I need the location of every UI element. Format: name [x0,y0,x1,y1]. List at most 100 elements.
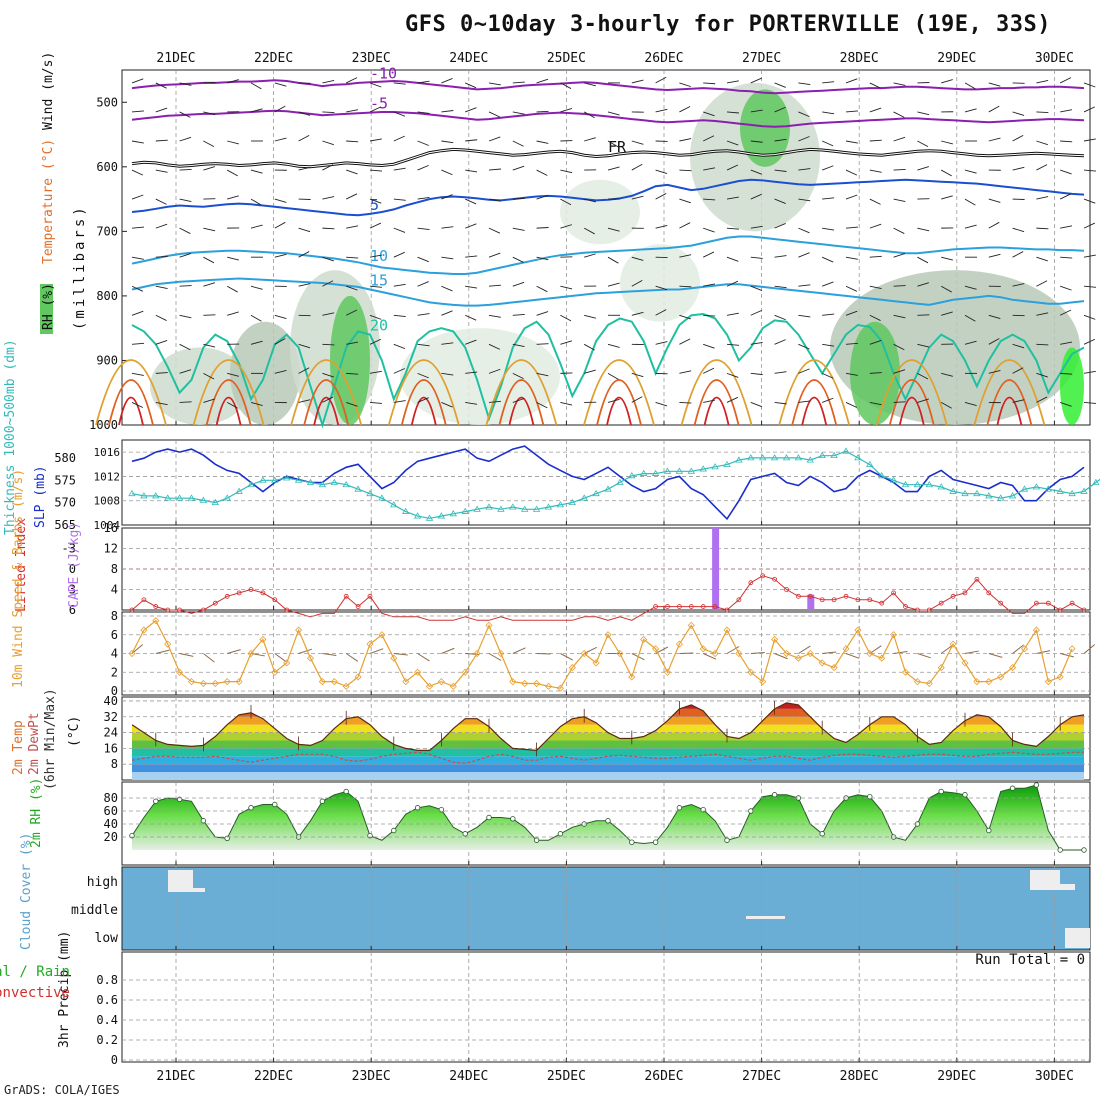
wind-barb [845,310,858,316]
ytick-label-slp: 1016 [94,446,121,459]
cape-bar [807,594,815,610]
wind-barb [227,372,239,377]
wind-barb [774,223,786,229]
wind-barb [488,82,501,86]
warm-contour [303,379,350,426]
millibars-label: (millibars) [72,204,88,330]
li-point [855,597,861,603]
thickness-point [675,467,684,474]
thickness-point [628,472,636,479]
wind-barb [988,105,1000,113]
wind-barb [893,369,906,374]
cape-axis-label: CAPE (J/kg) [67,522,82,608]
wind-barb [607,372,619,380]
wind10-point [640,635,648,644]
series-slp [131,445,1085,521]
wind-barb [322,312,335,316]
wind-barb [726,372,739,378]
wind-barb [1060,285,1072,291]
wind-barb [822,281,834,287]
wind-barb [703,283,716,287]
wind-barb [322,396,334,403]
date-label-top: 24DEC [449,51,488,66]
temp-band [132,764,1084,773]
wind10-barb [726,646,740,654]
wind10-point [1032,626,1040,634]
contour-20 [131,312,1085,429]
date-label-bottom: 28DEC [840,1069,879,1084]
wind-barb [131,342,144,345]
wind-barb [560,314,572,322]
wind-barb [346,372,359,375]
wind-barb [798,252,810,258]
li-point [665,604,670,609]
wind-barb [465,82,477,89]
wind-barb [1083,314,1096,320]
wind-barb [512,140,524,147]
wind-barb [298,134,310,142]
wind10-point [711,649,719,658]
wind-barb [1083,285,1096,288]
thickness-point [830,451,838,459]
wind-barb [179,285,192,287]
thickness-point [473,505,481,512]
wind-barb [822,313,835,316]
wind-barb [488,252,501,258]
wind-barb [655,341,668,345]
date-label-bottom: 24DEC [449,1069,488,1084]
thickness-point [1092,478,1100,485]
wind-barb [322,79,335,84]
date-label-bottom: 26DEC [644,1069,683,1084]
thickness-point [235,487,243,494]
wind-barb [1036,372,1048,378]
ytick-label-thickness: 570 [54,496,76,510]
wind10-point [176,668,184,676]
panel-thick [121,439,1091,526]
ytick-label-cape: 4 [111,583,118,597]
wind-barb [607,227,620,232]
wind-barb [441,169,453,176]
warm-contour [898,396,925,426]
ytick-label-temp: 32 [104,710,118,724]
wind10-point [437,678,445,686]
rh2m-point [462,831,468,837]
wind-barb [274,198,287,203]
wind-barb [917,343,930,348]
ytick-label-pressure: 800 [96,289,118,303]
rh2m-point [153,798,159,804]
warm-contour [118,396,144,426]
temp-band [132,748,1084,757]
thickness-point [961,489,969,497]
wind-barb [536,169,548,176]
rh2m-point [629,839,635,845]
li-point [974,576,980,582]
wind-barb [227,195,239,200]
thickness-point [723,460,731,468]
li-point [177,607,183,613]
date-label-top: 21DEC [156,51,195,66]
thickness-point [544,503,553,510]
wind-barb [988,82,1001,87]
wind-barb [512,165,525,171]
thickness-point [223,494,231,501]
warm-contour [606,396,632,426]
wind-barb [631,163,643,171]
ytick-label-precip: 0.2 [96,1033,118,1047]
li-point [677,604,682,609]
wind-barb [869,314,881,321]
thickness-point [568,498,577,506]
wind-barb [441,256,454,260]
wind-barb [1060,140,1073,143]
wind-barb [726,140,739,146]
wind-barb [988,253,1001,258]
wind-barb [155,401,168,406]
wind-barb [726,343,739,346]
wind-barb [179,82,192,86]
wind-barb [1012,343,1025,349]
wind-barb [512,197,525,200]
thickness-point [639,469,648,476]
wind-barb [250,401,263,406]
wind-barb [798,227,810,234]
wind-barb [964,82,976,90]
